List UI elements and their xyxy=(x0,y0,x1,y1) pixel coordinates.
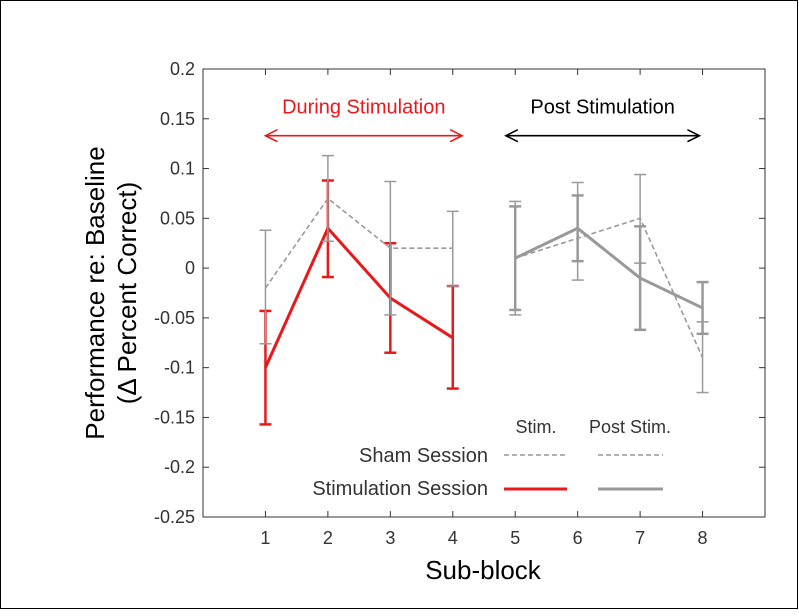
y-tick-label: -0.1 xyxy=(164,358,195,378)
x-tick-label: 1 xyxy=(260,528,270,548)
y-tick-label: 0 xyxy=(185,258,195,278)
y-tick-label: 0.1 xyxy=(170,159,195,179)
legend-stimulation-label: Stimulation Session xyxy=(312,478,488,500)
series-line xyxy=(265,228,452,367)
series-line xyxy=(515,218,702,357)
y-axis-title-line2: (Δ Percent Correct) xyxy=(112,182,142,405)
y-tick-label: -0.05 xyxy=(154,308,195,328)
series-line xyxy=(265,198,452,288)
x-tick-label: 7 xyxy=(635,528,645,548)
series-4 xyxy=(509,175,708,393)
x-tick-label: 2 xyxy=(323,528,333,548)
legend-col-stim: Stim. xyxy=(515,417,556,437)
x-tick-label: 4 xyxy=(448,528,458,548)
legend-col-post: Post Stim. xyxy=(589,417,671,437)
x-tick-label: 3 xyxy=(385,528,395,548)
y-axis-title-line1: Performance re: Baseline xyxy=(80,146,110,439)
series-1 xyxy=(259,181,458,425)
series-3 xyxy=(509,195,708,333)
x-axis-title: Sub-block xyxy=(425,555,542,585)
y-tick-label: 0.15 xyxy=(160,109,195,129)
legend: Stim. Post Stim. Sham Session Stimulatio… xyxy=(312,417,671,500)
x-tick-label: 6 xyxy=(573,528,583,548)
legend-sham-label: Sham Session xyxy=(359,445,488,467)
post-stimulation-label: Post Stimulation xyxy=(530,97,675,119)
during-stimulation-label: During Stimulation xyxy=(282,97,445,119)
y-tick-label: -0.2 xyxy=(164,457,195,477)
y-tick-label: 0.05 xyxy=(160,208,195,228)
x-tick-label: 5 xyxy=(510,528,520,548)
x-tick-label: 8 xyxy=(698,528,708,548)
y-tick-label: -0.15 xyxy=(154,407,195,427)
y-tick-label: -0.25 xyxy=(154,507,195,527)
y-tick-label: 0.2 xyxy=(170,59,195,79)
series-line xyxy=(515,228,702,308)
